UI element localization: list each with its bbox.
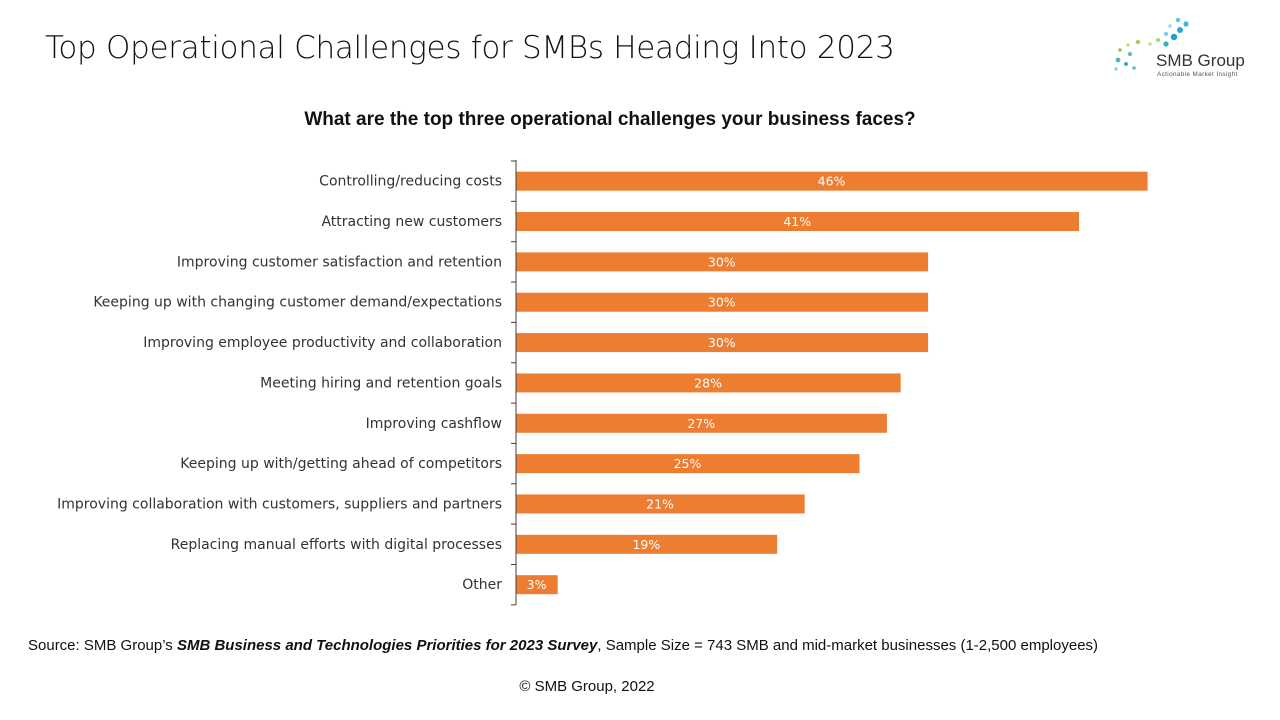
bar-value-label: 28%: [694, 375, 722, 390]
bar-value-label: 41%: [783, 214, 811, 229]
bar-value-label: 19%: [632, 537, 660, 552]
bar: [516, 454, 860, 474]
bar: [516, 171, 1148, 191]
bar-value-label: 21%: [646, 496, 674, 511]
chart-title: What are the top three operational chall…: [304, 109, 916, 130]
bar-value-label: 46%: [818, 174, 846, 189]
bar: [516, 494, 805, 514]
bar: [516, 413, 887, 433]
bar-value-label: 30%: [708, 295, 736, 310]
bar: [516, 212, 1080, 232]
bar-value-label: 30%: [708, 335, 736, 350]
bar: [516, 373, 901, 393]
category-label: Replacing manual efforts with digital pr…: [171, 537, 502, 553]
bar: [516, 534, 778, 554]
category-label: Other: [462, 577, 502, 593]
category-label: Attracting new customers: [321, 214, 502, 230]
category-label: Improving employee productivity and coll…: [143, 335, 502, 351]
source-note: Source: SMB Group’s SMB Business and Tec…: [28, 637, 1098, 654]
category-label: Controlling/reducing costs: [319, 174, 502, 190]
category-label: Keeping up with/getting ahead of competi…: [180, 456, 502, 472]
bar-chart: Controlling/reducing costs 46% Attracting …: [57, 160, 1148, 606]
category-label: Improving customer satisfaction and rete…: [177, 254, 502, 270]
source-survey-name: SMB Business and Technologies Priorities…: [176, 637, 598, 654]
page-title: Top Operational Challenges for SMBs Head…: [45, 30, 895, 66]
bar: [516, 575, 558, 595]
copyright: © SMB Group, 2022: [519, 678, 655, 695]
bar-value-label: 3%: [527, 577, 547, 592]
category-label: Improving cashflow: [366, 416, 502, 432]
bar: [516, 252, 929, 272]
category-label: Keeping up with changing customer demand…: [93, 295, 502, 311]
category-label: Improving collaboration with customers, …: [57, 496, 502, 512]
category-label: Meeting hiring and retention goals: [260, 375, 502, 391]
smb-group-logo: SMB Group Actionable Market Insight: [1114, 17, 1245, 78]
source-suffix: , Sample Size = 743 SMB and mid-market b…: [597, 637, 1099, 654]
bar: [516, 333, 929, 353]
logo-text: SMB Group: [1156, 51, 1245, 70]
bar: [516, 292, 929, 312]
bar-value-label: 30%: [708, 254, 736, 269]
bar-value-label: 25%: [674, 456, 702, 471]
logo-tagline: Actionable Market Insight: [1157, 71, 1238, 78]
logo-dots-icon: [1114, 17, 1189, 71]
source-prefix: Source: SMB Group’s: [28, 637, 177, 654]
bar-value-label: 27%: [687, 416, 715, 431]
